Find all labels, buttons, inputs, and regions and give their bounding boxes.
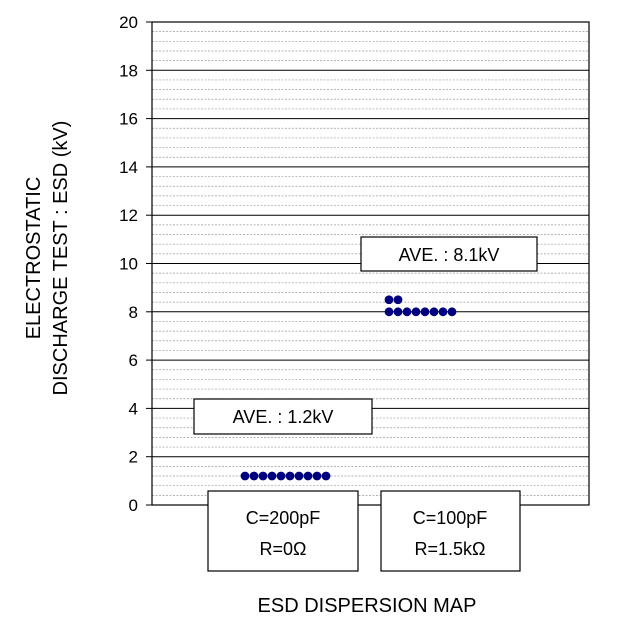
y-tick-label: 16: [119, 110, 138, 129]
category-label-group2-line1: C=100pF: [413, 508, 488, 528]
data-point: [393, 307, 403, 317]
data-point: [393, 295, 403, 305]
data-point: [312, 471, 322, 481]
data-point: [240, 471, 250, 481]
y-axis-label-line1: ELECTROSTATIC: [23, 177, 45, 340]
data-point: [402, 307, 412, 317]
data-point: [303, 471, 313, 481]
average-box-group2: AVE. : 8.1kV: [360, 236, 538, 272]
data-point: [294, 471, 304, 481]
data-point: [249, 471, 259, 481]
y-tick-label: 18: [119, 61, 138, 80]
category-box-group1: C=200pF R=0Ω: [207, 490, 359, 572]
data-point: [321, 471, 331, 481]
y-axis-ticks: 0 2 4 6 8 10 12 14 16 18 20: [119, 13, 152, 515]
category-label-group1-line1: C=200pF: [246, 508, 321, 528]
average-label-group2: AVE. : 8.1kV: [399, 245, 500, 265]
major-gridlines: [152, 69, 589, 458]
data-points: [240, 295, 457, 481]
data-point: [384, 295, 394, 305]
data-point: [438, 307, 448, 317]
category-label-group1-line2: R=0Ω: [260, 539, 307, 559]
data-point: [411, 307, 421, 317]
y-tick-label: 8: [129, 303, 138, 322]
data-point: [285, 471, 295, 481]
data-point: [420, 307, 430, 317]
y-tick-label: 4: [129, 399, 138, 418]
y-tick-label: 2: [129, 448, 138, 467]
data-point: [447, 307, 457, 317]
y-tick-label: 6: [129, 351, 138, 370]
data-point: [258, 471, 268, 481]
data-point: [276, 471, 286, 481]
data-point: [384, 307, 394, 317]
x-axis-label: ESD DISPERSION MAP: [258, 595, 477, 617]
data-point: [429, 307, 439, 317]
category-box-group2: C=100pF R=1.5kΩ: [380, 490, 521, 572]
average-label-group1: AVE. : 1.2kV: [233, 407, 334, 427]
y-tick-label: 14: [119, 158, 138, 177]
y-tick-label: 20: [119, 13, 138, 32]
average-box-group1: AVE. : 1.2kV: [193, 398, 373, 435]
y-tick-label: 12: [119, 206, 138, 225]
y-tick-label: 0: [129, 496, 138, 515]
data-point: [267, 471, 277, 481]
y-axis-label-line2: DISCHARGE TEST : ESD (kV): [50, 121, 72, 396]
y-tick-label: 10: [119, 255, 138, 274]
category-label-group2-line2: R=1.5kΩ: [415, 539, 486, 559]
